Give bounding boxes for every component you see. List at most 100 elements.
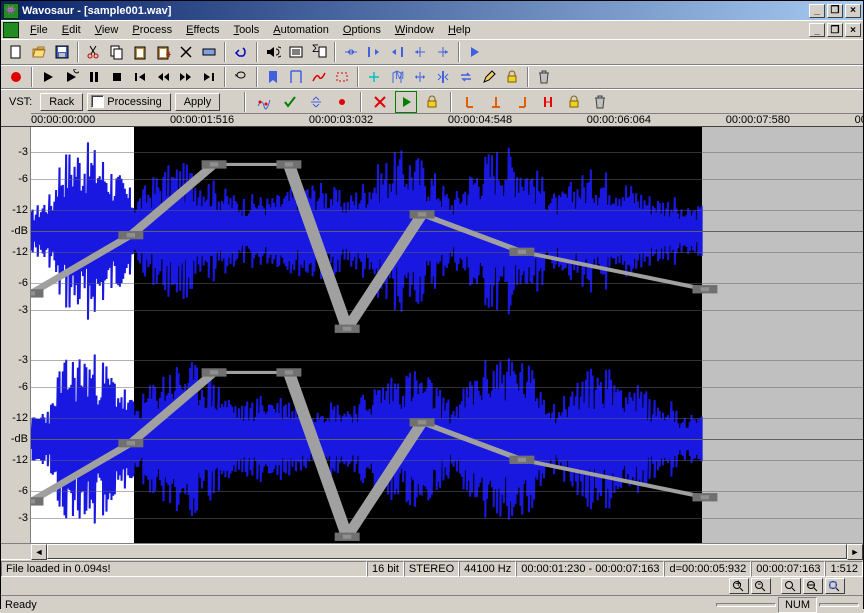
menu-help[interactable]: Help [441,22,478,38]
skip-end-button[interactable] [198,66,220,88]
region-button[interactable] [331,66,353,88]
processing-toggle[interactable]: Processing [87,93,170,111]
new-button[interactable] [5,41,27,63]
menu-effects[interactable]: Effects [179,22,226,38]
snap-left-button[interactable] [409,41,431,63]
play-loop-button[interactable]: ↻ [60,66,82,88]
toolbar-main: + Σ [1,39,863,65]
scroll-right-button[interactable]: ► [847,544,863,560]
auto-arrows-button[interactable] [305,91,327,113]
menu-automation[interactable]: Automation [266,22,336,38]
menu-tools[interactable]: Tools [227,22,267,38]
menu-window[interactable]: Window [388,22,441,38]
loop-lock-button[interactable] [563,91,585,113]
tool-arrows-blue-button[interactable] [409,66,431,88]
close-button[interactable]: × [845,4,861,18]
zoom-in-button[interactable]: + [729,578,749,594]
vst-toolbar: VST: Rack Processing Apply [1,89,863,113]
db-label: -3 [18,354,28,366]
envelope-button[interactable] [308,66,330,88]
rewind-button[interactable] [152,66,174,88]
auto-check-button[interactable] [279,91,301,113]
trash-button[interactable] [533,66,555,88]
menu-options[interactable]: Options [336,22,388,38]
paste-special-button[interactable]: + [152,41,174,63]
ruler-tick: 00:00:04:548 [448,114,512,126]
loop-button[interactable] [230,66,252,88]
delete-button[interactable] [175,41,197,63]
toolbar-transport: ↻ M [1,65,863,89]
snap-right-button[interactable] [432,41,454,63]
tool-split-button[interactable] [432,66,454,88]
menu-view[interactable]: View [88,22,126,38]
mdi-restore-button[interactable]: ❐ [827,23,843,37]
marker-region-button[interactable] [285,66,307,88]
auto-delete-button[interactable] [369,91,391,113]
db-label: -12 [12,204,28,216]
waveform-area: -3-6-12-dB-12-6-3 -3-6-12-dB-12-6-3 [1,127,863,543]
record-button[interactable] [5,66,27,88]
titlebar: 👾 Wavosaur - [sample001.wav] _ ❐ × [1,1,863,20]
copy-button[interactable] [106,41,128,63]
zoom-fit-button[interactable] [803,578,823,594]
rack-button[interactable]: Rack [40,93,83,111]
open-button[interactable] [28,41,50,63]
stop-button[interactable] [106,66,128,88]
waveform-canvas[interactable] [31,127,863,543]
zoom-sel-button[interactable] [781,578,801,594]
loop-trash-button[interactable] [589,91,611,113]
status-sel-dur: d=00:00:05:932 [664,561,751,577]
loop-point-start-button[interactable] [459,91,481,113]
select-end-button[interactable] [386,41,408,63]
auto-point-button[interactable] [331,91,353,113]
mdi-minimize-button[interactable]: _ [809,23,825,37]
svg-text:+: + [166,49,171,60]
undo-button[interactable] [230,41,252,63]
tool-reverse-button[interactable] [455,66,477,88]
select-all-button[interactable] [340,41,362,63]
lock-button[interactable] [501,66,523,88]
maximize-button[interactable]: ❐ [827,4,843,18]
loop-point-mid-button[interactable] [485,91,507,113]
marker-add-button[interactable] [262,66,284,88]
paste-button[interactable] [129,41,151,63]
play-button[interactable] [37,66,59,88]
auto-play-button[interactable] [395,91,417,113]
menu-process[interactable]: Process [125,22,179,38]
statusbar-bottom: Ready NUM [1,595,863,613]
properties-button[interactable] [285,41,307,63]
zoom-full-button[interactable] [825,578,845,594]
forward-button[interactable] [175,66,197,88]
skip-start-button[interactable] [129,66,151,88]
db-label: -12 [12,454,28,466]
h-scrollbar[interactable]: ◄ ► [1,543,863,559]
play-cursor-button[interactable] [464,41,486,63]
mdi-close-button[interactable]: × [845,23,861,37]
select-start-button[interactable] [363,41,385,63]
auto-lock-button[interactable] [421,91,443,113]
processing-checkbox[interactable] [91,95,104,108]
loop-join-button[interactable] [537,91,559,113]
doc-icon [3,22,19,38]
save-button[interactable] [51,41,73,63]
trim-button[interactable] [198,41,220,63]
svg-text:M: M [395,70,404,82]
scroll-left-button[interactable]: ◄ [31,544,47,560]
apply-button[interactable]: Apply [175,93,221,111]
menu-edit[interactable]: Edit [55,22,88,38]
minimize-button[interactable]: _ [809,4,825,18]
tool-arrow-cyan-button[interactable] [363,66,385,88]
pause-button[interactable] [83,66,105,88]
menubar: FileEditViewProcessEffectsToolsAutomatio… [1,20,863,39]
time-ruler[interactable]: 00:00:00:00000:00:01:51600:00:03:03200:0… [31,113,863,127]
status-bit: 16 bit [367,561,404,577]
menu-file[interactable]: File [23,22,55,38]
tool-mark-a-button[interactable]: M [386,66,408,88]
loop-point-end-button[interactable] [511,91,533,113]
zoom-out-button[interactable]: - [751,578,771,594]
tool-pencil-button[interactable] [478,66,500,88]
cut-button[interactable] [83,41,105,63]
auto-curve-button[interactable] [253,91,275,113]
stats-button[interactable]: Σ [308,41,330,63]
volume-button[interactable] [262,41,284,63]
